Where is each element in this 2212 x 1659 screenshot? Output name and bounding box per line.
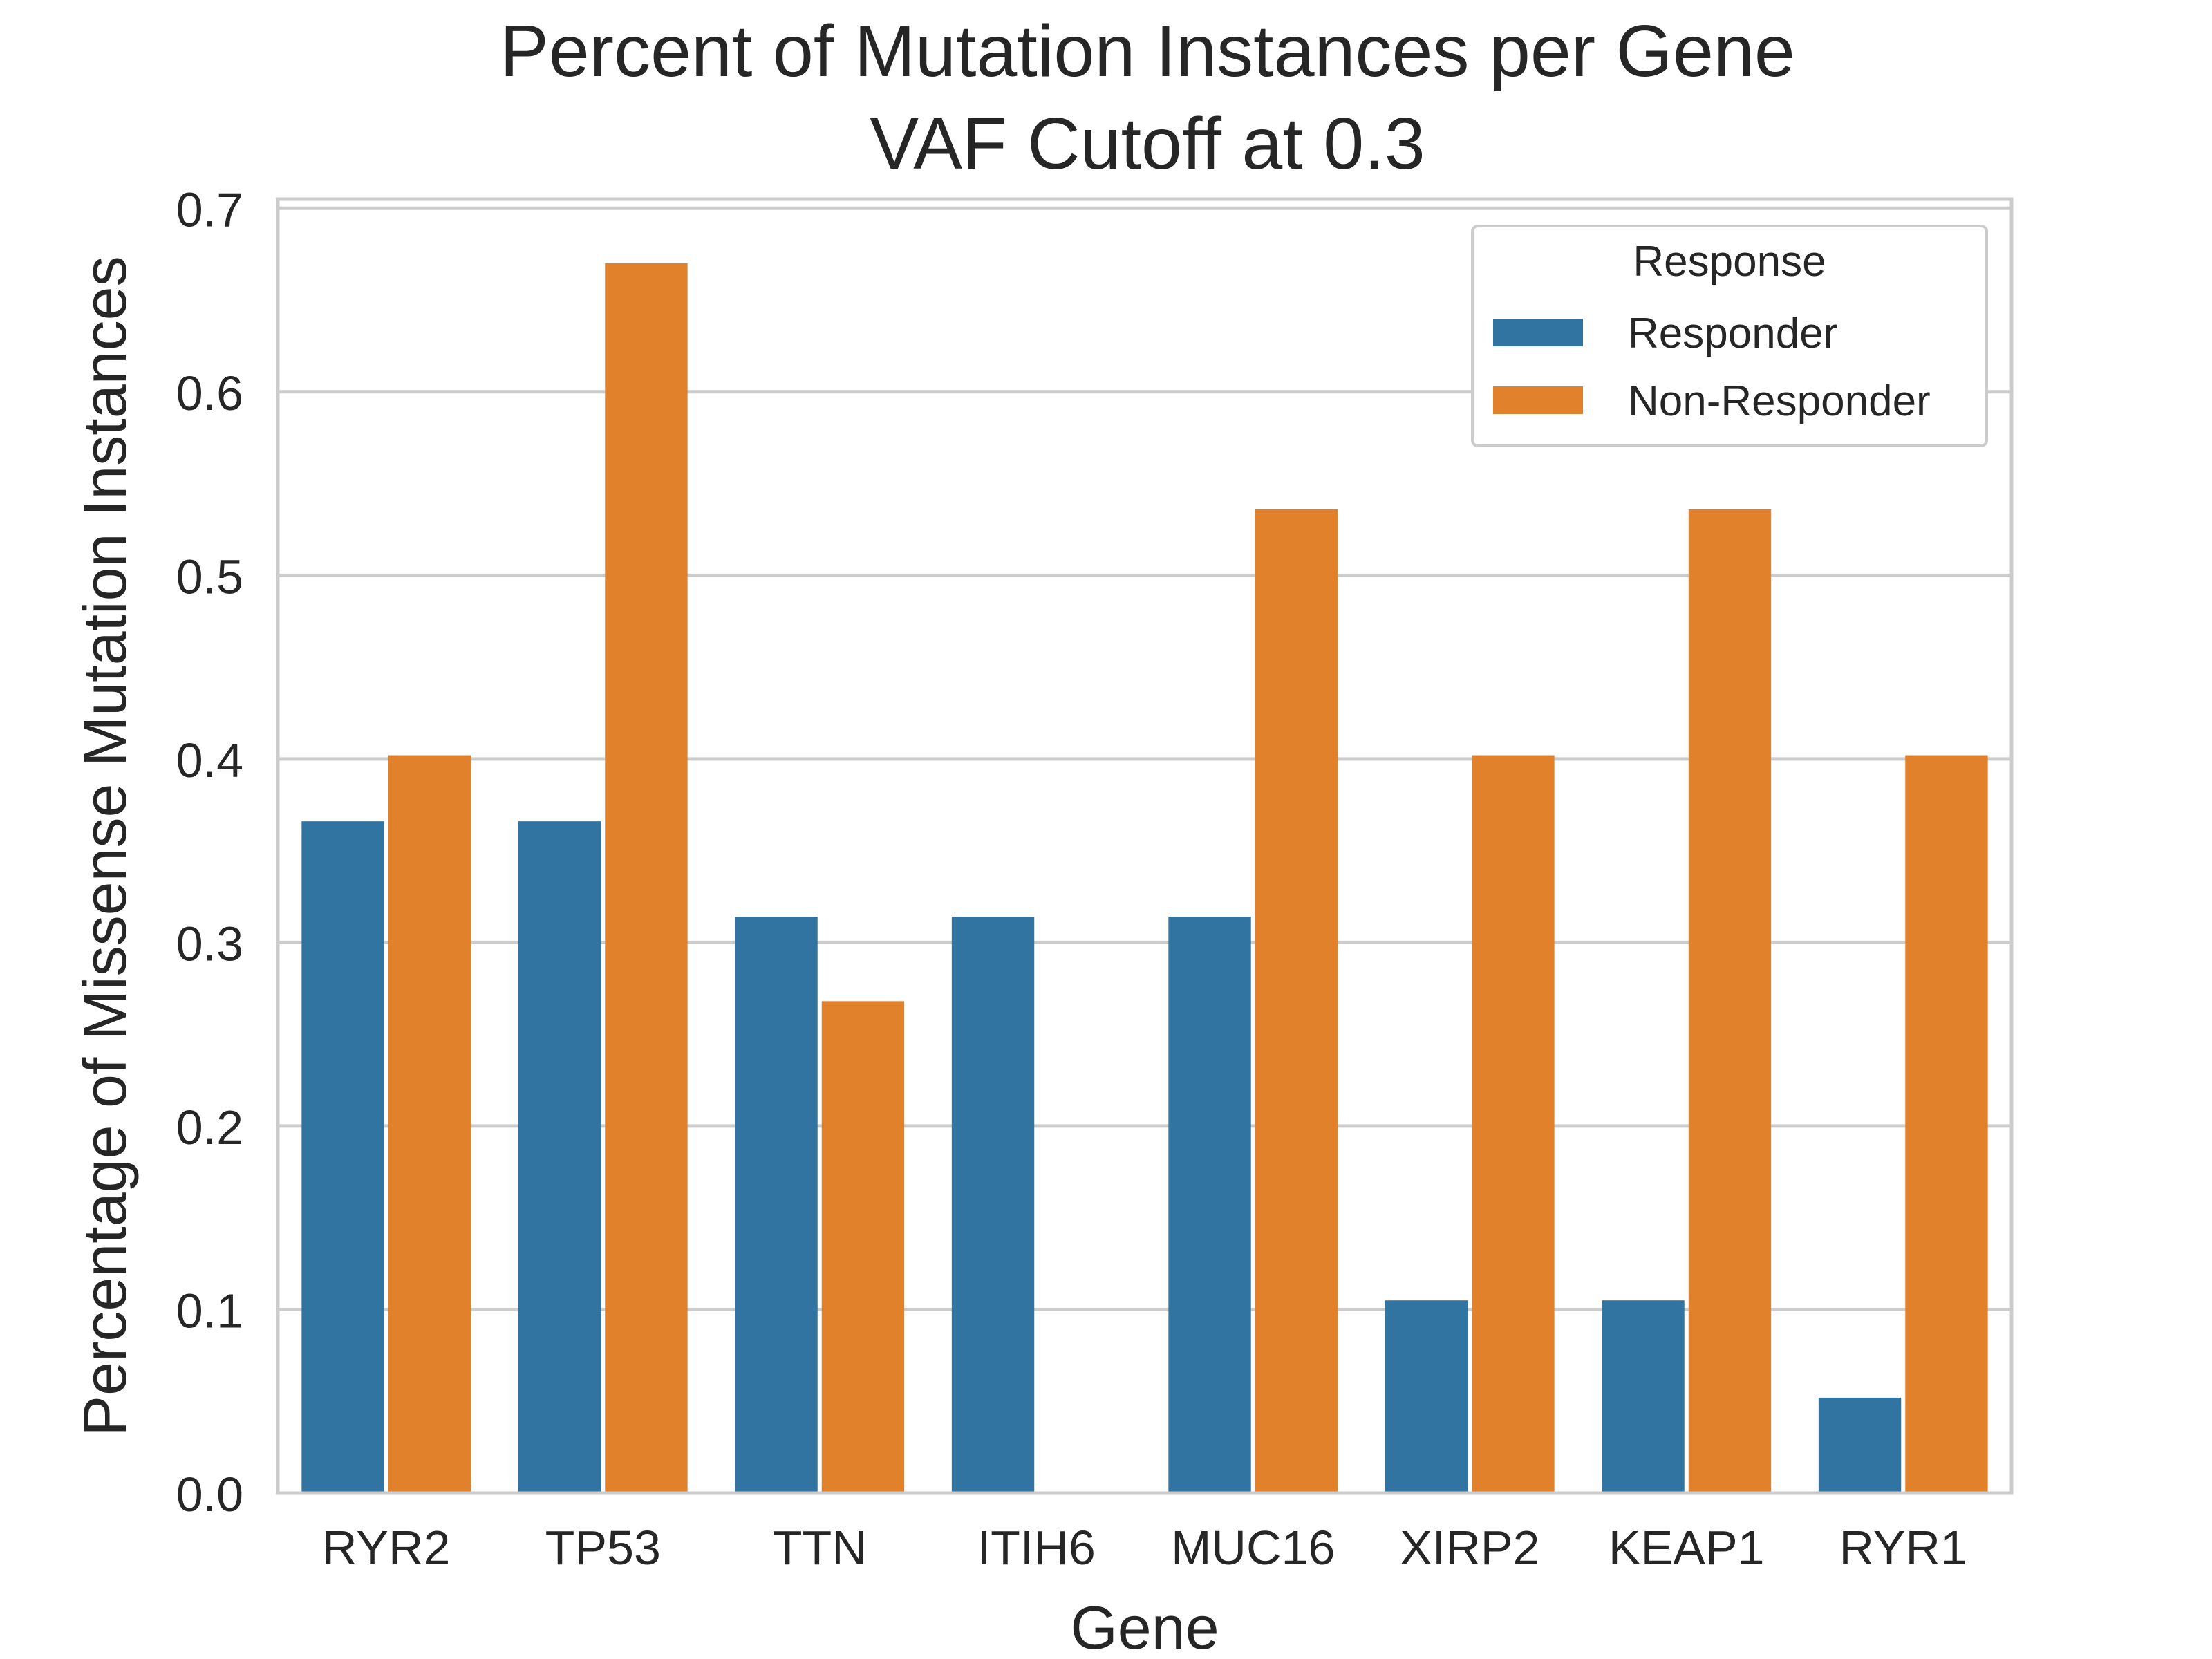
legend: Response Responder Non-Responder <box>1471 225 1988 447</box>
x-tick-labels: RYR2 TP53 TTN ITIH6 MUC16 XIRP2 KEAP1 RYR1 <box>322 1521 1967 1575</box>
y-axis-label: Percentage of Missense Mutation Instance… <box>71 256 139 1436</box>
chart-title-line-2: VAF Cutoff at 0.3 <box>870 103 1425 185</box>
y-tick-label: 0.6 <box>176 366 243 420</box>
x-axis-label: Gene <box>1070 1593 1219 1659</box>
bar-ryr1-responder <box>1818 1397 1902 1493</box>
x-tick-label: TTN <box>773 1521 867 1575</box>
legend-swatch-responder <box>1493 319 1583 346</box>
y-tick-label: 0.5 <box>176 550 243 603</box>
bar-tp53-non-responder <box>605 263 688 1493</box>
legend-label-non-responder: Non-Responder <box>1628 377 1931 425</box>
x-tick-label: TP53 <box>545 1521 661 1575</box>
bar-muc16-responder <box>1168 917 1251 1493</box>
x-tick-label: KEAP1 <box>1609 1521 1765 1575</box>
y-tick-label: 0.7 <box>176 182 243 236</box>
y-tick-label: 0.2 <box>176 1100 243 1154</box>
chart-title-line-1: Percent of Mutation Instances per Gene <box>500 10 1795 92</box>
bar-ttn-responder <box>735 917 818 1493</box>
y-tick-label: 0.0 <box>176 1468 243 1521</box>
x-tick-label: ITIH6 <box>977 1521 1096 1575</box>
bar-ryr1-non-responder <box>1905 755 1988 1493</box>
legend-title: Response <box>1633 238 1826 285</box>
bar-xirp2-non-responder <box>1472 755 1555 1493</box>
x-tick-label: XIRP2 <box>1400 1521 1539 1575</box>
x-tick-label: RYR1 <box>1839 1521 1967 1575</box>
y-tick-label: 0.4 <box>176 733 243 787</box>
bar-muc16-non-responder <box>1255 509 1338 1493</box>
bar-xirp2-responder <box>1385 1300 1468 1493</box>
bars <box>301 263 1988 1493</box>
legend-box <box>1471 225 1988 447</box>
bar-ryr2-responder <box>301 821 384 1493</box>
legend-swatch-non-responder <box>1493 386 1583 414</box>
bar-tp53-responder <box>518 821 601 1493</box>
legend-label-responder: Responder <box>1628 310 1837 357</box>
x-tick-label: MUC16 <box>1171 1521 1335 1575</box>
y-tick-label: 0.1 <box>176 1284 243 1338</box>
bar-keap1-non-responder <box>1688 509 1772 1493</box>
bar-ttn-non-responder <box>821 1001 905 1493</box>
bar-itih6-responder <box>951 917 1035 1493</box>
x-tick-label: RYR2 <box>322 1521 450 1575</box>
y-tick-label: 0.3 <box>176 917 243 971</box>
bar-keap1-responder <box>1602 1300 1685 1493</box>
bar-ryr2-non-responder <box>388 755 471 1493</box>
y-tick-labels: 0.0 0.1 0.2 0.3 0.4 0.5 0.6 0.7 <box>176 182 243 1521</box>
plot-frame <box>276 197 2014 1495</box>
